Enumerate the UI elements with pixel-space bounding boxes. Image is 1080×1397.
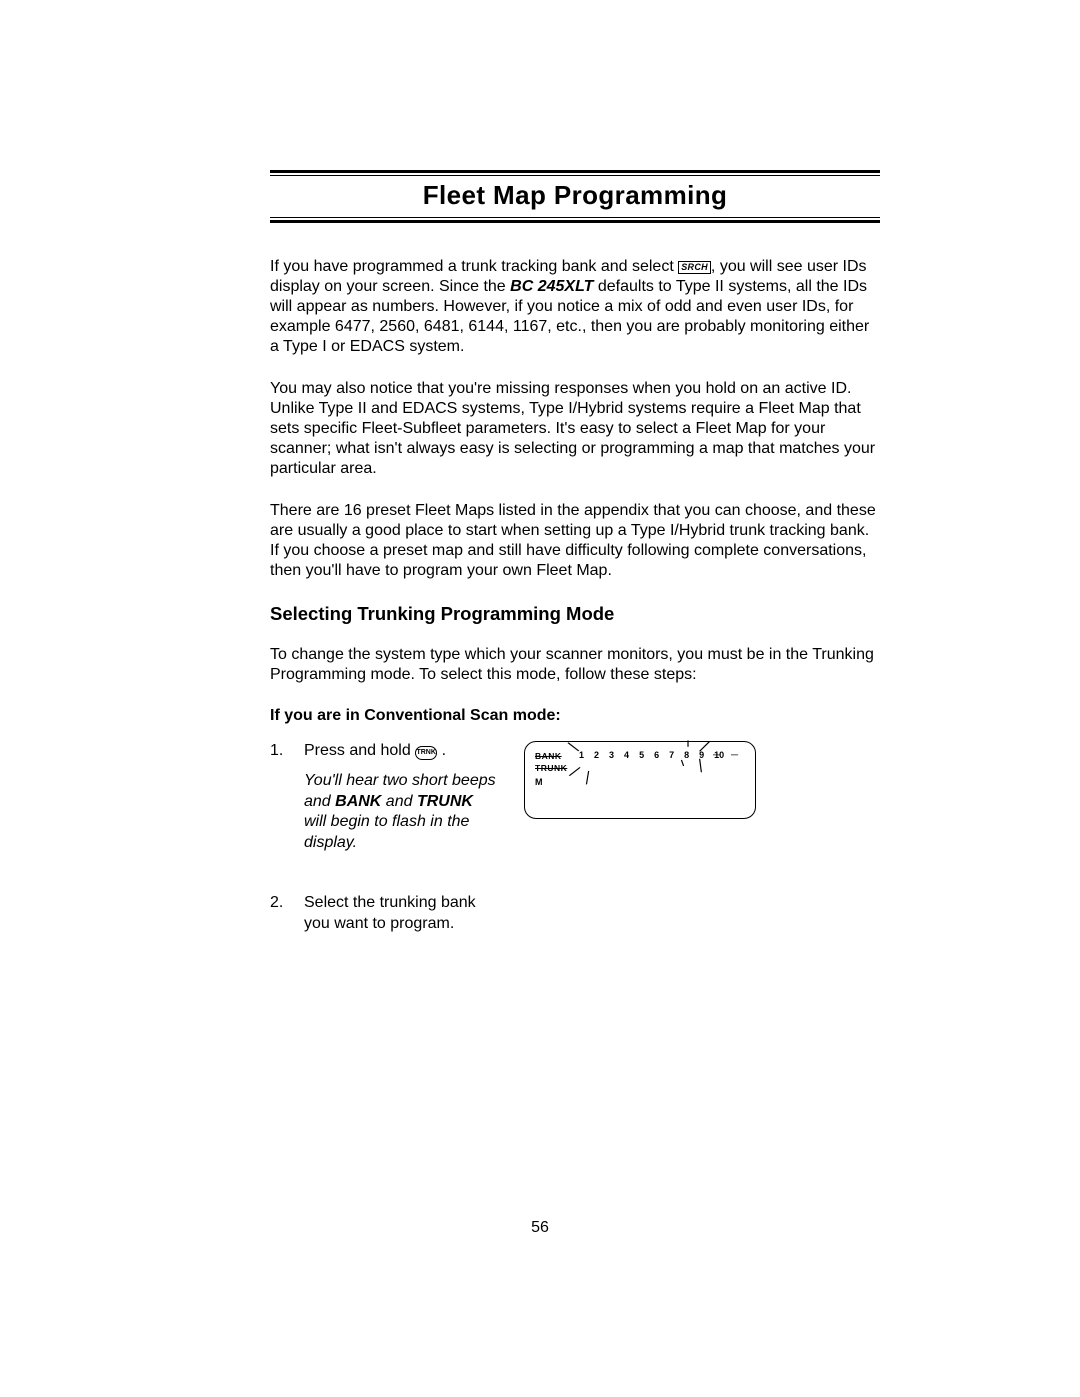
scanner-display: BANK TRUNK M 1 2 3 4 5 6 7 8 9 10 ╲ ╱ ╱ … <box>524 741 756 819</box>
title-rule-block: Fleet Map Programming <box>270 170 880 223</box>
flash-mark-icon: ╲ <box>696 763 704 771</box>
paragraph-3: There are 16 preset Fleet Maps listed in… <box>270 501 880 581</box>
bank-number: 2 <box>594 750 599 760</box>
flash-mark-icon: ─ <box>731 753 739 759</box>
step1-b: . <box>437 742 446 759</box>
bank-number: 5 <box>639 750 644 760</box>
flash-mark-icon: ╱ <box>570 769 578 777</box>
steps-row: 1. Press and hold TRNK . You'll hear two… <box>270 741 880 954</box>
step-text: Select the trunking bank you want to pro… <box>304 893 496 934</box>
flash-mark-icon: ╱ <box>700 744 708 752</box>
section-intro: To change the system type which your sca… <box>270 645 880 685</box>
model-name: BC 245XLT <box>510 278 593 295</box>
display-m-label: M <box>535 777 745 787</box>
flash-mark-icon: ╱ <box>584 775 592 783</box>
paragraph-2: You may also notice that you're missing … <box>270 379 880 479</box>
bank-number: 6 <box>654 750 659 760</box>
list-item: 2. Select the trunking bank you want to … <box>270 893 496 934</box>
list-item: 1. Press and hold TRNK . You'll hear two… <box>270 741 496 873</box>
steps-list: 1. Press and hold TRNK . You'll hear two… <box>270 741 496 954</box>
step-number: 1. <box>270 741 304 873</box>
note-trunk: TRUNK <box>417 793 473 810</box>
note-mid: and <box>381 793 417 810</box>
step-text: Press and hold TRNK . You'll hear two sh… <box>304 741 496 873</box>
flash-mark-icon: ╵ <box>680 763 688 771</box>
bank-number: 4 <box>624 750 629 760</box>
display-trunk-label: TRUNK <box>535 762 745 774</box>
bank-number: 1 <box>579 750 584 760</box>
step-number: 2. <box>270 893 304 934</box>
bank-number: 3 <box>609 750 614 760</box>
paragraph-1: If you have programmed a trunk tracking … <box>270 257 880 357</box>
flash-mark-icon: ╵ <box>685 745 692 751</box>
step1-note: You'll hear two short beeps and BANK and… <box>304 771 496 853</box>
note-b: will begin to flash in the display. <box>304 813 469 850</box>
mode-label: If you are in Conventional Scan mode: <box>270 707 880 725</box>
flash-mark-icon: ╲ <box>570 744 578 752</box>
p1-text-a: If you have programmed a trunk tracking … <box>270 258 678 275</box>
srch-icon: SRCH <box>678 261 711 274</box>
page-number: 56 <box>0 1219 1080 1237</box>
note-bank: BANK <box>335 793 381 810</box>
page-title: Fleet Map Programming <box>423 180 728 210</box>
title-inner: Fleet Map Programming <box>270 175 880 218</box>
section-heading: Selecting Trunking Programming Mode <box>270 603 880 625</box>
flash-mark-icon: ─ <box>713 753 721 759</box>
trnk-button-icon: TRNK <box>415 746 437 760</box>
manual-page: Fleet Map Programming If you have progra… <box>0 0 1080 1397</box>
step1-a: Press and hold <box>304 742 415 759</box>
bank-number: 7 <box>669 750 674 760</box>
